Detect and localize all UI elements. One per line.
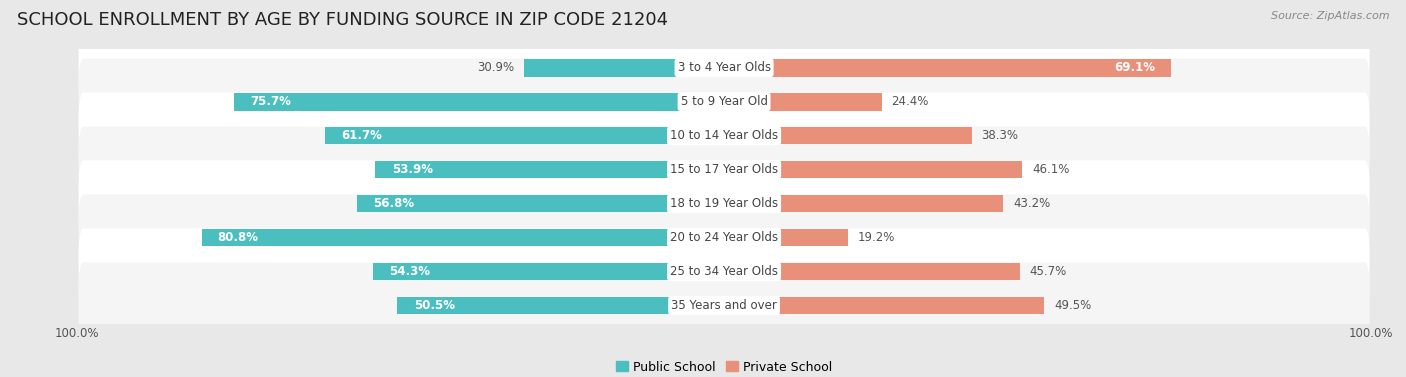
- Text: SCHOOL ENROLLMENT BY AGE BY FUNDING SOURCE IN ZIP CODE 21204: SCHOOL ENROLLMENT BY AGE BY FUNDING SOUR…: [17, 11, 668, 29]
- Text: Source: ZipAtlas.com: Source: ZipAtlas.com: [1271, 11, 1389, 21]
- Bar: [724, 229, 848, 247]
- Bar: [375, 161, 724, 178]
- Text: 30.9%: 30.9%: [478, 61, 515, 74]
- FancyBboxPatch shape: [79, 228, 1369, 315]
- Text: 75.7%: 75.7%: [250, 95, 291, 108]
- Bar: [724, 195, 1004, 212]
- Text: 69.1%: 69.1%: [1114, 61, 1154, 74]
- Bar: [724, 161, 1022, 178]
- Bar: [325, 127, 724, 144]
- Text: 54.3%: 54.3%: [389, 265, 430, 278]
- Text: 10 to 14 Year Olds: 10 to 14 Year Olds: [671, 129, 778, 142]
- Legend: Public School, Private School: Public School, Private School: [610, 356, 838, 377]
- FancyBboxPatch shape: [79, 126, 1369, 213]
- Text: 43.2%: 43.2%: [1014, 197, 1050, 210]
- Bar: [357, 195, 724, 212]
- FancyBboxPatch shape: [79, 262, 1369, 349]
- Bar: [724, 263, 1019, 280]
- FancyBboxPatch shape: [79, 25, 1369, 111]
- Text: 38.3%: 38.3%: [981, 129, 1018, 142]
- Bar: [235, 93, 724, 110]
- Text: 15 to 17 Year Olds: 15 to 17 Year Olds: [671, 163, 778, 176]
- FancyBboxPatch shape: [79, 92, 1369, 179]
- Bar: [724, 297, 1045, 314]
- Text: 61.7%: 61.7%: [342, 129, 382, 142]
- Text: 19.2%: 19.2%: [858, 231, 896, 244]
- Text: 80.8%: 80.8%: [218, 231, 259, 244]
- Text: 56.8%: 56.8%: [373, 197, 413, 210]
- Text: 18 to 19 Year Olds: 18 to 19 Year Olds: [671, 197, 778, 210]
- Text: 5 to 9 Year Old: 5 to 9 Year Old: [681, 95, 768, 108]
- FancyBboxPatch shape: [79, 195, 1369, 281]
- Text: 25 to 34 Year Olds: 25 to 34 Year Olds: [671, 265, 778, 278]
- Text: 24.4%: 24.4%: [891, 95, 929, 108]
- Bar: [724, 59, 1171, 77]
- Text: 53.9%: 53.9%: [392, 163, 433, 176]
- Text: 3 to 4 Year Olds: 3 to 4 Year Olds: [678, 61, 770, 74]
- Bar: [724, 93, 882, 110]
- Text: 35 Years and over: 35 Years and over: [671, 299, 778, 312]
- Text: 49.5%: 49.5%: [1054, 299, 1091, 312]
- Bar: [373, 263, 724, 280]
- Bar: [524, 59, 724, 77]
- Bar: [201, 229, 724, 247]
- Text: 45.7%: 45.7%: [1029, 265, 1067, 278]
- Text: 46.1%: 46.1%: [1032, 163, 1070, 176]
- FancyBboxPatch shape: [79, 58, 1369, 145]
- FancyBboxPatch shape: [79, 161, 1369, 247]
- Text: 50.5%: 50.5%: [413, 299, 454, 312]
- Bar: [724, 127, 972, 144]
- Bar: [398, 297, 724, 314]
- Text: 20 to 24 Year Olds: 20 to 24 Year Olds: [671, 231, 778, 244]
